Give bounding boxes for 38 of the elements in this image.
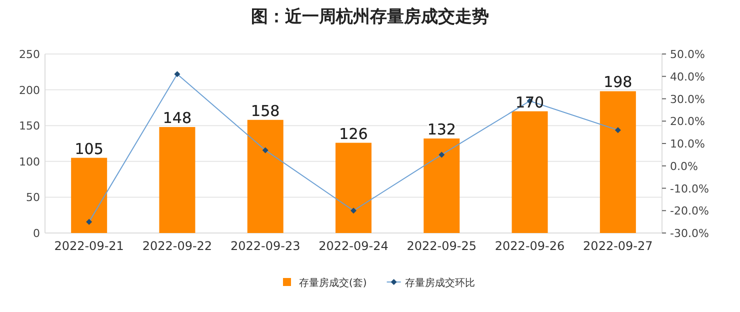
- y2-tick-label: 50.0%: [670, 48, 705, 61]
- y2-tick-label: -20.0%: [670, 204, 709, 218]
- bar: [424, 138, 460, 233]
- data-label: 198: [604, 73, 632, 92]
- data-label: 158: [251, 102, 280, 120]
- y-tick-label: 50: [26, 191, 40, 204]
- legend-label: 存量房成交环比: [404, 277, 475, 289]
- y2-tick-label: 20.0%: [670, 115, 705, 128]
- legend-label: 存量房成交(套): [299, 277, 367, 289]
- y-tick-label: 200: [19, 84, 40, 97]
- y2-tick-label: 10.0%: [670, 138, 705, 150]
- x-tick-label: 2022-09-24: [318, 239, 388, 253]
- y-tick-label: 150: [19, 120, 40, 133]
- data-label: 126: [339, 124, 368, 143]
- y-tick-label: 0: [33, 227, 40, 240]
- data-label: 148: [162, 109, 192, 128]
- bar: [247, 120, 284, 233]
- y2-tick-label: -30.0%: [670, 227, 709, 240]
- chart-title: 图：近一周杭州存量房成交走势: [251, 7, 489, 27]
- bar: [600, 91, 636, 233]
- y2-tick-label: 30.0%: [670, 92, 705, 106]
- bar: [159, 127, 196, 233]
- y2-tick-label: 40.0%: [670, 70, 705, 84]
- data-label: 132: [427, 120, 456, 138]
- x-tick-label: 2022-09-22: [142, 239, 212, 253]
- y-tick-label: 100: [19, 155, 40, 168]
- x-tick-label: 2022-09-21: [54, 239, 124, 253]
- x-tick-label: 2022-09-27: [583, 239, 653, 253]
- x-tick-label: 2022-09-23: [230, 239, 300, 253]
- y-tick-label: 250: [19, 48, 40, 61]
- bar: [512, 111, 548, 233]
- y2-tick-label: -10.0%: [670, 182, 709, 196]
- bar: [336, 142, 372, 233]
- x-tick-label: 2022-09-25: [406, 239, 477, 253]
- y2-tick-label: 0.0%: [670, 160, 698, 173]
- data-label: 105: [74, 140, 104, 158]
- bar: [71, 158, 108, 233]
- x-tick-label: 2022-09-26: [494, 239, 565, 253]
